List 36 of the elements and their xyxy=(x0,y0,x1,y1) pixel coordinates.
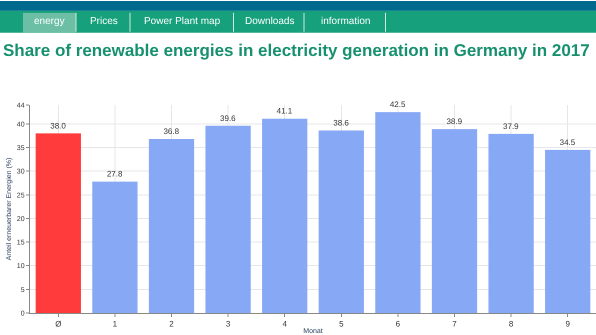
text: Prices xyxy=(90,16,118,27)
chart-title: Share of renewable energies in electricity generation in Germany in 2017 xyxy=(2,40,590,60)
x-tick-label: 1 xyxy=(112,320,118,329)
data-label: 42.5 xyxy=(390,100,406,110)
data-label: 38.6 xyxy=(333,118,350,128)
data-label: 34.5 xyxy=(560,138,576,147)
x-tick-label: Ø xyxy=(55,320,62,329)
text: energy xyxy=(34,16,65,27)
x-tick-label: 4 xyxy=(282,320,288,329)
text: Downloads xyxy=(245,16,294,27)
text: Power Plant map xyxy=(144,16,221,27)
x-tick-label: 6 xyxy=(396,320,401,329)
bar xyxy=(148,139,194,313)
data-label: 38.0 xyxy=(50,121,66,130)
bar xyxy=(432,129,478,313)
x-tick-label: 9 xyxy=(565,320,570,329)
data-label: 37.9 xyxy=(503,122,520,131)
bar xyxy=(545,150,590,313)
x-tick-label: 3 xyxy=(226,320,231,329)
data-label: 36.8 xyxy=(163,127,180,136)
data-label: 27.8 xyxy=(106,170,123,179)
bar xyxy=(205,126,251,313)
x-tick-label: 5 xyxy=(339,320,344,329)
x-tick-label: 7 xyxy=(452,320,458,329)
x-tick-label: 2 xyxy=(169,320,174,329)
bar xyxy=(318,130,364,313)
x-tick-label: 8 xyxy=(508,320,514,329)
data-label: 41.1 xyxy=(276,106,293,116)
bar xyxy=(262,118,308,313)
bar xyxy=(375,112,421,313)
bar xyxy=(92,182,138,313)
bar xyxy=(36,133,81,313)
data-label: 38.9 xyxy=(446,117,463,126)
data-label: 39.6 xyxy=(220,114,236,123)
bar xyxy=(488,134,534,313)
text: information xyxy=(321,16,370,27)
